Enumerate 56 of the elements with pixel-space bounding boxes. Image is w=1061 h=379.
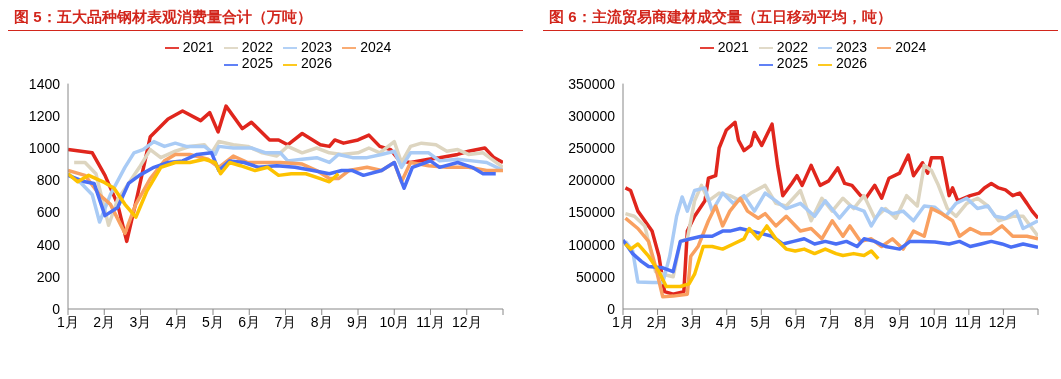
y-tick-label: 800 (36, 172, 61, 189)
line-series (623, 186, 1038, 285)
x-tick-label: 11月 (416, 313, 445, 330)
chart-title: 图 6：主流贸易商建材成交量（五日移动平均，吨） (543, 8, 1058, 31)
legend-label: 2022 (241, 39, 273, 55)
line-series (623, 226, 1038, 274)
x-tick-label: 11月 (954, 313, 984, 330)
x-tick-label: 8月 (310, 313, 333, 330)
x-tick-label: 5月 (202, 313, 224, 330)
x-tick-label: 12月 (988, 313, 1019, 330)
y-tick-label: 200000 (568, 172, 616, 189)
x-tick-label: 4月 (715, 313, 738, 330)
legend-label: 2026 (301, 55, 333, 72)
x-tick-label: 6月 (785, 313, 807, 330)
line-series (623, 196, 1038, 299)
line-series (623, 224, 880, 289)
x-tick-label: 7月 (274, 313, 297, 330)
y-tick-label: 250000 (568, 139, 616, 156)
x-tick-label: 7月 (819, 313, 842, 330)
legend-label: 2025 (241, 55, 273, 72)
legend-label: 2021 (182, 39, 214, 55)
y-tick-label: 100000 (568, 236, 616, 253)
legend-label: 2023 (301, 39, 333, 55)
y-tick-label: 1200 (28, 107, 61, 124)
legend-label: 2022 (776, 39, 808, 55)
line-series (623, 120, 1038, 296)
x-tick-label: 10月 (919, 313, 950, 330)
x-tick-label: 4月 (165, 313, 188, 330)
x-tick-label: 9月 (888, 313, 911, 330)
legend-label: 2024 (360, 39, 392, 55)
x-tick-label: 10月 (379, 313, 410, 330)
y-tick-label: 150000 (568, 204, 616, 221)
y-tick-label: 1400 (28, 75, 61, 92)
x-tick-label: 5月 (750, 313, 773, 330)
legend-label: 2025 (776, 55, 808, 72)
x-tick-label: 2月 (93, 313, 116, 330)
legend-label: 2024 (895, 39, 927, 55)
x-tick-label: 3月 (129, 313, 152, 330)
y-tick-label: 200 (36, 268, 61, 285)
line-series (68, 157, 341, 219)
x-tick-label: 8月 (854, 313, 876, 330)
y-tick-label: 1000 (28, 139, 61, 156)
x-tick-label: 6月 (238, 313, 261, 330)
legend-label: 2026 (836, 55, 868, 72)
chart-title: 图 5：五大品种钢材表观消费量合计（万吨） (8, 8, 523, 31)
x-tick-label: 3月 (681, 313, 704, 330)
y-tick-label: 350000 (568, 75, 616, 92)
y-tick-label: 400 (36, 236, 61, 253)
x-tick-label: 12月 (451, 313, 482, 330)
legend-label: 2023 (836, 39, 868, 55)
y-tick-label: 50000 (576, 268, 616, 285)
x-tick-label: 2月 (646, 313, 669, 330)
y-tick-label: 300000 (568, 107, 616, 124)
legend-label: 2021 (717, 39, 749, 55)
y-tick-label: 600 (36, 204, 61, 221)
x-tick-label: 9月 (347, 313, 369, 330)
